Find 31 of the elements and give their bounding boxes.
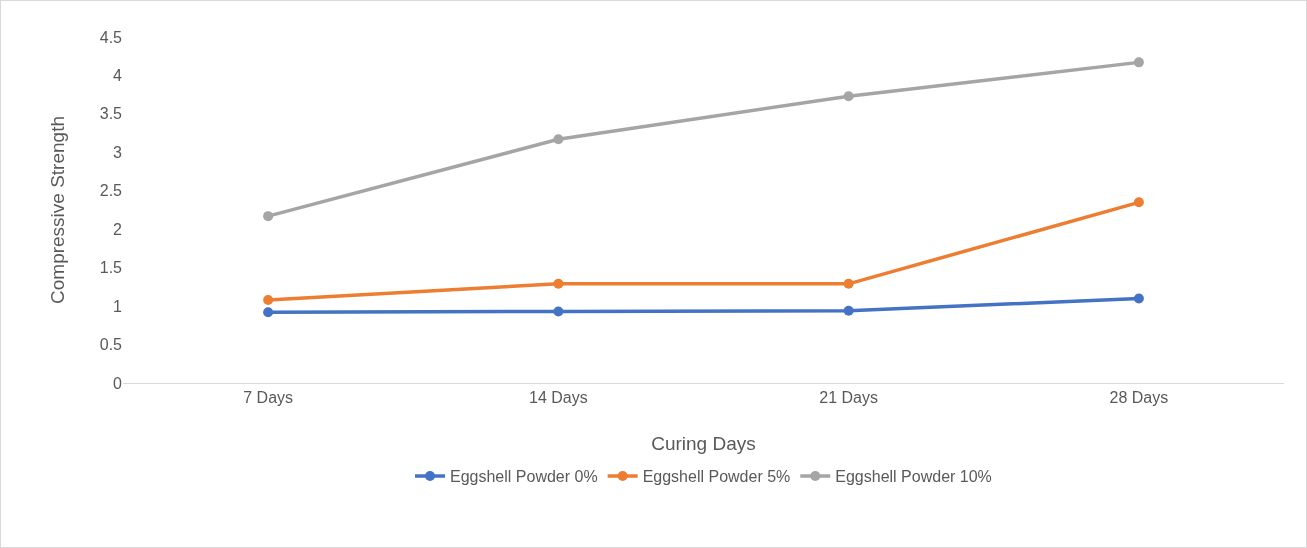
- y-tick-label: 4.5: [99, 28, 123, 46]
- y-tick-label: 0: [113, 374, 123, 392]
- point: [263, 211, 274, 222]
- point: [1133, 293, 1144, 304]
- legend-label: Eggshell Powder 10%: [835, 468, 992, 486]
- y-tick-label: 1.5: [99, 259, 123, 277]
- point: [263, 294, 274, 305]
- x-tick-label: 21 Days: [819, 389, 878, 407]
- point: [843, 278, 854, 289]
- point: [553, 134, 564, 145]
- x-axis-title: Curing Days: [651, 433, 756, 454]
- x-tick-label: 14 Days: [529, 389, 588, 407]
- x-tick-label: 7 Days: [243, 389, 294, 407]
- x-tick-label: 28 Days: [1109, 389, 1169, 407]
- y-tick-label: 2: [113, 220, 123, 238]
- legend-label: Eggshell Powder 0%: [450, 468, 598, 486]
- point: [1133, 57, 1144, 68]
- y-tick-label: 4: [113, 67, 123, 85]
- y-tick-label: 3.5: [99, 105, 123, 123]
- point: [843, 305, 854, 316]
- point: [843, 91, 854, 102]
- point: [263, 307, 274, 318]
- y-tick-label: 3: [113, 143, 123, 161]
- point: [1133, 197, 1144, 208]
- point: [553, 278, 564, 289]
- y-tick-label: 1: [113, 297, 123, 315]
- y-tick-label: 2.5: [99, 182, 123, 200]
- legend-label: Eggshell Powder 5%: [642, 468, 791, 486]
- point: [553, 306, 564, 317]
- y-axis-title: Compressive Strength: [46, 116, 68, 304]
- y-tick-label: 0.5: [99, 336, 123, 354]
